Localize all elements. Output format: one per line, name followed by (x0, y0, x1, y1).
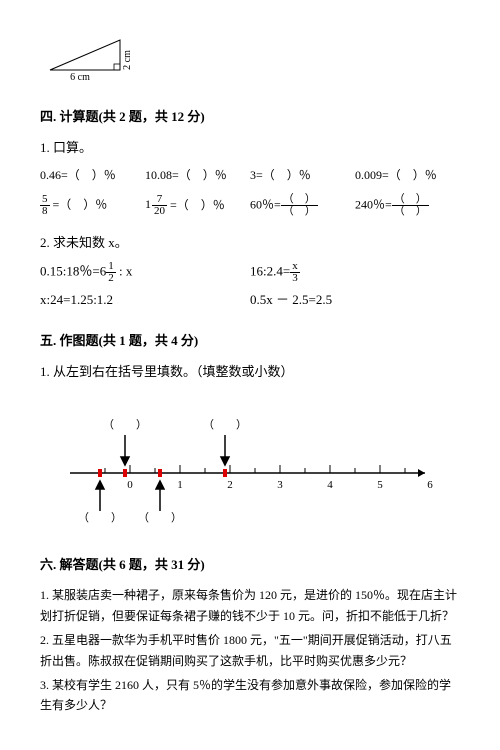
triangle-base-label: 6 cm (70, 72, 90, 80)
calc-2b: 1720 =（ ）％ (145, 194, 250, 217)
s4-p1-label: 1. 口算。 (40, 138, 460, 159)
triangle-height-label: 2 cm (122, 50, 133, 70)
number-line: 0 1 2 3 4 5 6 （ ） （ ） （ ） （ ） (40, 413, 460, 535)
svg-text:0: 0 (127, 479, 133, 491)
s6-p2: 2. 五星电器一款华为手机平时售价 1800 元，"五一"期间开展促销活动，打八… (40, 630, 460, 671)
calc-1d: 0.009=（ ）％ (355, 166, 460, 185)
svg-text:（ ）: （ ） (203, 418, 247, 431)
eq-row-2: x:24=1.25:1.2 0.5x － 2.5=2.5 (40, 290, 460, 311)
calc-2d: 240％=（ ）（ ） (355, 194, 460, 217)
triangle-figure: 6 cm 2 cm (40, 30, 460, 87)
svg-text:4: 4 (327, 479, 333, 491)
s5-p1-label: 1. 从左到右在括号里填数。（填整数或小数） (40, 362, 460, 383)
calc-row-1: 0.46=（ ）％ 10.08=（ ）％ 3=（ ）％ 0.009=（ ）％ (40, 166, 460, 185)
calc-2a: 58 =（ ）％ (40, 194, 145, 217)
eq-1b: 16:2.4=x3 (250, 261, 460, 284)
svg-text:（ ）: （ ） (78, 511, 122, 524)
calc-1b: 10.08=（ ）％ (145, 166, 250, 185)
section4-title: 四. 计算题(共 2 题，共 12 分) (40, 107, 460, 128)
svg-text:1: 1 (177, 479, 183, 491)
s4-p2-label: 2. 求未知数 x。 (40, 233, 460, 254)
svg-text:3: 3 (277, 479, 283, 491)
eq-1a: 0.15:18％=612 : x (40, 261, 250, 284)
s6-p3: 3. 某校有学生 2160 人，只有 5％的学生没有参加意外事故保险，参加保险的… (40, 675, 460, 716)
calc-row-2: 58 =（ ）％ 1720 =（ ）％ 60％=（ ）（ ） 240％=（ ）（… (40, 194, 460, 217)
calc-1c: 3=（ ）％ (250, 166, 355, 185)
svg-text:5: 5 (377, 479, 383, 491)
svg-text:（ ）: （ ） (103, 418, 147, 431)
calc-2c: 60％=（ ）（ ） (250, 194, 355, 217)
svg-text:6: 6 (427, 479, 433, 491)
svg-text:2: 2 (227, 479, 233, 491)
s6-p1: 1. 某服装店卖一种裙子，原来每条售价为 120 元，是进价的 150％。现在店… (40, 585, 460, 626)
svg-text:（ ）: （ ） (138, 511, 182, 524)
eq-2a: x:24=1.25:1.2 (40, 290, 250, 311)
section6-title: 六. 解答题(共 6 题，共 31 分) (40, 555, 460, 576)
calc-1a: 0.46=（ ）％ (40, 166, 145, 185)
section5-title: 五. 作图题(共 1 题，共 4 分) (40, 331, 460, 352)
eq-2b: 0.5x － 2.5=2.5 (250, 290, 460, 311)
eq-row-1: 0.15:18％=612 : x 16:2.4=x3 (40, 261, 460, 284)
